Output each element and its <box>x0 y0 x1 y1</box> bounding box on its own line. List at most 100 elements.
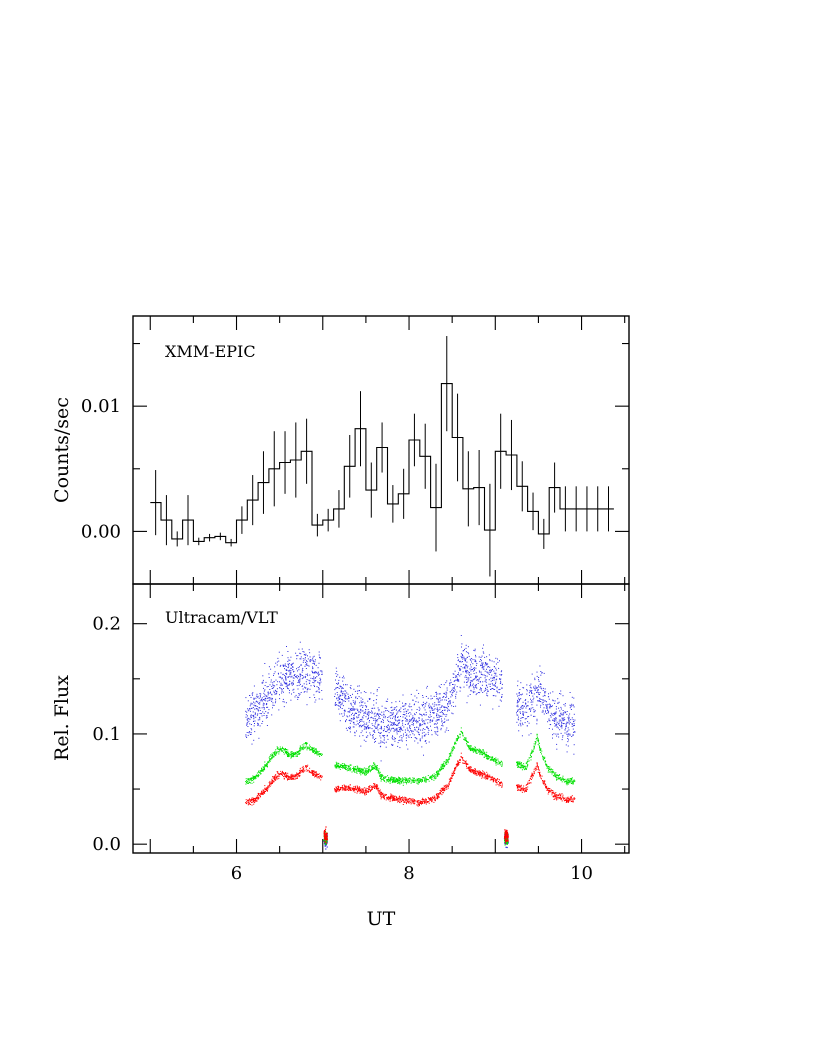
data-point <box>312 671 313 673</box>
data-point <box>251 693 253 695</box>
data-point <box>379 792 381 794</box>
data-point <box>284 776 286 778</box>
data-point <box>304 742 306 744</box>
data-point <box>312 656 314 658</box>
data-point <box>406 719 408 721</box>
data-point <box>431 777 433 779</box>
data-point <box>553 718 555 719</box>
data-point <box>427 733 429 735</box>
data-point <box>290 673 292 675</box>
data-point <box>378 768 380 770</box>
data-point <box>448 698 450 700</box>
data-point <box>393 795 395 797</box>
data-point <box>291 684 293 686</box>
data-point <box>391 724 393 726</box>
data-point <box>261 707 263 709</box>
data-point <box>561 717 563 719</box>
data-point <box>531 749 533 751</box>
data-point <box>303 676 305 678</box>
data-point <box>490 759 491 761</box>
data-point <box>573 720 575 722</box>
data-point <box>434 778 436 780</box>
data-point <box>377 719 379 721</box>
data-point <box>378 731 380 733</box>
data-point <box>392 735 393 737</box>
data-point <box>380 773 382 775</box>
data-point <box>550 712 552 714</box>
data-point <box>337 682 339 684</box>
data-point <box>376 713 378 715</box>
data-point <box>452 673 454 675</box>
data-point <box>451 694 453 696</box>
data-point <box>315 671 316 673</box>
data-point <box>563 781 565 783</box>
data-point <box>517 709 519 711</box>
data-point <box>288 692 290 694</box>
data-point <box>392 722 394 724</box>
data-point <box>334 689 336 691</box>
data-point <box>413 780 415 781</box>
data-point <box>356 708 358 710</box>
data-point <box>273 674 274 676</box>
data-point <box>245 716 247 718</box>
data-point <box>486 751 488 753</box>
data-point <box>473 772 475 774</box>
data-point <box>452 749 454 751</box>
data-point <box>455 675 457 677</box>
data-point <box>251 782 253 784</box>
data-point <box>442 764 444 766</box>
data-point <box>404 801 406 803</box>
data-point <box>452 774 454 776</box>
data-point <box>544 781 546 782</box>
data-point <box>445 784 447 786</box>
data-point <box>309 748 311 750</box>
data-point <box>299 745 301 747</box>
data-point <box>441 787 443 789</box>
data-point <box>313 684 315 686</box>
data-point <box>526 768 528 770</box>
data-point <box>571 703 573 705</box>
data-point <box>464 737 466 739</box>
data-point <box>369 712 371 713</box>
data-point <box>500 781 502 783</box>
data-point <box>521 717 523 719</box>
data-point <box>410 720 411 722</box>
data-point <box>473 748 475 750</box>
data-point <box>343 675 344 677</box>
data-point <box>571 696 573 698</box>
data-point <box>525 766 527 767</box>
data-point <box>418 778 420 780</box>
data-point <box>527 705 529 707</box>
data-point <box>433 797 434 799</box>
data-point <box>299 752 301 754</box>
data-point <box>412 717 414 719</box>
data-point <box>250 728 252 730</box>
data-point <box>457 674 459 675</box>
data-point <box>554 714 556 716</box>
data-point <box>371 734 373 736</box>
data-point <box>573 713 575 715</box>
data-point <box>264 761 266 763</box>
data-point <box>419 805 420 807</box>
data-point <box>275 690 277 692</box>
data-point <box>423 777 425 779</box>
data-point <box>474 650 476 652</box>
data-point <box>319 657 321 658</box>
data-point <box>489 670 491 672</box>
data-point <box>572 782 574 784</box>
data-point <box>348 696 349 698</box>
data-point <box>400 728 402 730</box>
data-point <box>440 764 442 766</box>
data-point <box>315 672 317 674</box>
data-point <box>424 740 426 742</box>
data-point <box>389 781 391 783</box>
data-point <box>284 668 285 670</box>
data-point <box>296 774 298 776</box>
data-point <box>253 777 255 779</box>
data-point <box>533 771 535 773</box>
data-point <box>455 695 457 697</box>
data-point <box>300 749 302 751</box>
data-point <box>354 703 356 704</box>
data-point <box>550 716 552 718</box>
data-point <box>397 778 399 780</box>
